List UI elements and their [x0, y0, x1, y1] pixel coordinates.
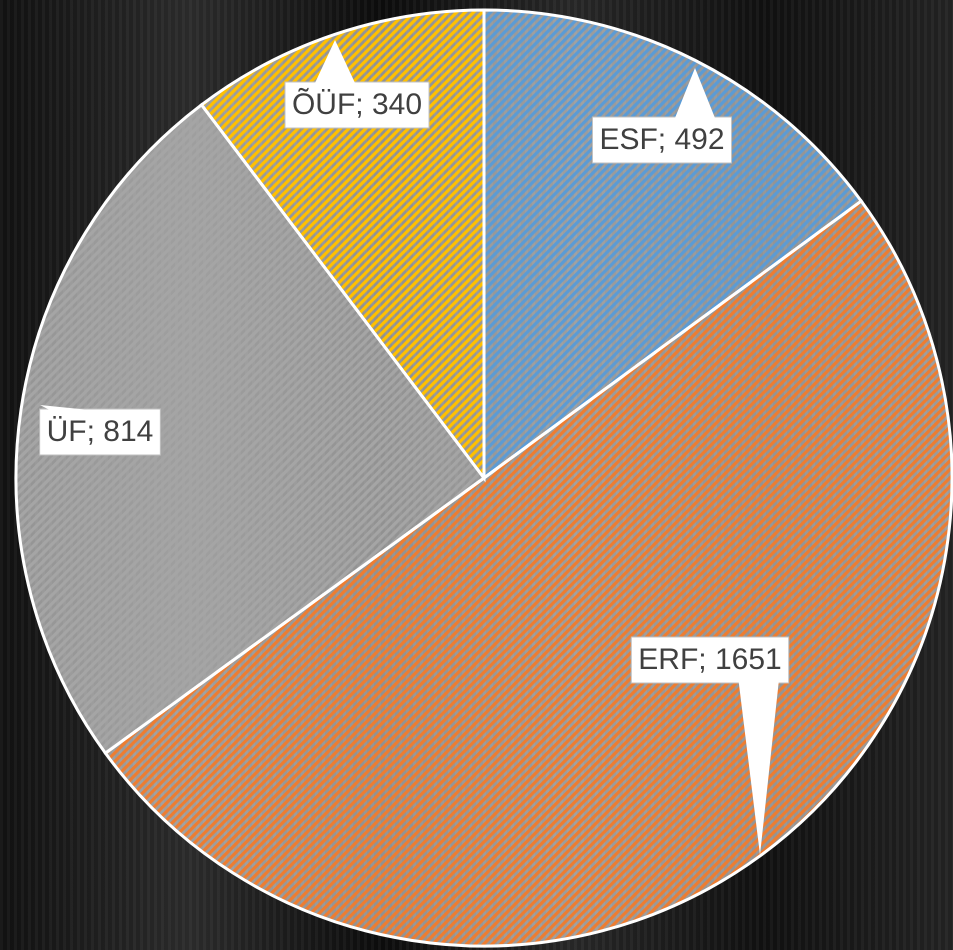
pie-slice — [482, 8, 864, 481]
data-label-group: ESF; 492 — [591, 68, 733, 164]
data-label-group: ÜF; 814 — [39, 405, 161, 456]
data-label-group: ÕÜF; 340 — [284, 40, 430, 129]
data-label-box — [591, 116, 733, 164]
data-label-pointer — [738, 682, 779, 855]
data-label: ÕÜF; 340 — [292, 87, 422, 121]
data-label-pointer — [40, 405, 90, 410]
data-label-group: ERF; 1651 — [630, 636, 790, 855]
data-label-pointer — [675, 68, 715, 118]
data-label: ERF; 1651 — [638, 643, 781, 676]
data-label: ÜF; 814 — [47, 415, 154, 448]
data-label-box — [284, 81, 430, 129]
pie-slice — [14, 102, 487, 756]
data-label-pointer — [315, 40, 355, 83]
data-label-box — [630, 636, 790, 684]
data-label: ESF; 492 — [599, 123, 724, 156]
pie-slice — [103, 198, 953, 948]
data-label-box — [39, 408, 161, 456]
